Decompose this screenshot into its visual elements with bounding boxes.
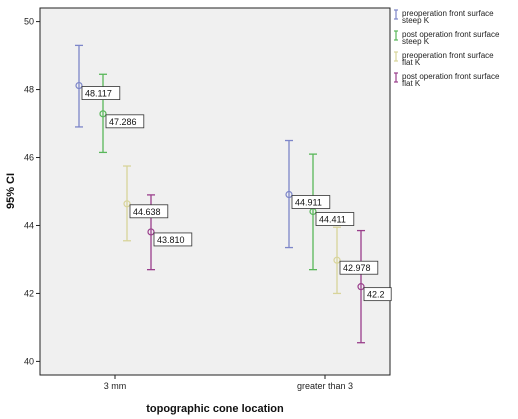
data-label-box — [153, 232, 193, 247]
legend-label: flat K — [402, 58, 421, 67]
data-label-box — [81, 86, 121, 100]
mean-point — [147, 228, 155, 236]
x-axis-title: topographic cone location — [146, 403, 284, 415]
x-tick-label: 3 mm — [104, 381, 127, 391]
y-tick-label: 40 — [24, 356, 34, 366]
data-label: 44.911 — [295, 198, 322, 208]
legend-label: steep K — [402, 37, 430, 46]
plot-area — [39, 7, 391, 376]
data-label-box — [363, 287, 392, 302]
data-labels: 48.117 44.911 47.286 44.411 44.638 42.978 43.8… — [81, 86, 392, 302]
data-label: 42.2 — [367, 290, 385, 300]
legend-label: preoperation front surface — [402, 9, 494, 18]
data-label: 44.411 — [319, 215, 346, 225]
mean-point — [75, 81, 83, 90]
x-tick-label: greater than 3 — [297, 381, 353, 391]
data-label: 44.638 — [133, 207, 161, 217]
mean-point — [285, 190, 293, 199]
y-tick-label: 42 — [24, 288, 34, 298]
mean-point — [333, 256, 341, 264]
data-label-box — [105, 114, 145, 129]
y-axis-title: 95% CI — [5, 173, 17, 209]
mean-point — [123, 200, 131, 208]
y-tick-label: 44 — [24, 220, 34, 230]
y-axis: 40 42 44 46 48 50 — [24, 17, 40, 366]
data-label-box — [291, 195, 331, 209]
mean-point — [357, 283, 365, 291]
x-axis: 3 mm greater than 3 — [104, 375, 353, 391]
mean-point — [99, 110, 107, 118]
data-label: 47.286 — [109, 117, 137, 127]
y-tick-label: 48 — [24, 85, 34, 95]
data-label-box — [315, 212, 355, 226]
legend-label: post operation front surface — [402, 30, 500, 39]
data-label: 42.978 — [343, 263, 371, 273]
data-label: 48.117 — [85, 89, 112, 99]
legend-label: post operation front surface — [402, 72, 500, 81]
y-tick-label: 46 — [24, 153, 34, 163]
y-tick-label: 50 — [24, 17, 34, 27]
legend-label: flat K — [402, 79, 421, 88]
series-marks — [75, 44, 365, 344]
data-label: 43.810 — [157, 235, 185, 245]
legend-label: steep K — [402, 16, 430, 25]
data-label-box — [129, 204, 169, 219]
data-label-box — [339, 260, 379, 275]
legend-label: preoperation front surface — [402, 51, 494, 60]
